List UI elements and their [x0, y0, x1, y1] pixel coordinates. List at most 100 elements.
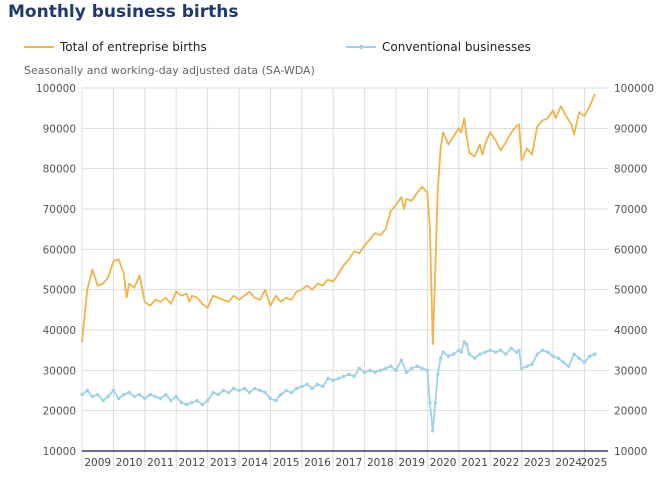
- x-tick-label: 2013: [210, 457, 237, 469]
- data-point-conventional: [457, 348, 461, 352]
- data-point-conventional: [169, 398, 173, 403]
- data-point-conventional: [294, 386, 299, 391]
- data-point-conventional: [106, 394, 110, 399]
- data-point-conventional: [221, 388, 226, 393]
- data-point-conventional: [174, 394, 178, 399]
- data-point-conventional: [258, 388, 262, 393]
- data-point-conventional: [352, 374, 356, 379]
- data-point-conventional: [436, 372, 440, 377]
- legend-item-total[interactable]: Total of entreprise births: [24, 40, 207, 54]
- legend-item-conventional[interactable]: Conventional businesses: [346, 40, 531, 54]
- series-line-conventional: [81, 341, 596, 432]
- data-point-conventional: [263, 390, 267, 395]
- data-point-conventional: [493, 350, 498, 354]
- data-point-conventional: [127, 390, 131, 395]
- data-point-conventional: [117, 396, 121, 401]
- series-line-total: [81, 93, 596, 345]
- data-point-conventional: [399, 358, 404, 362]
- data-point-conventional: [577, 356, 581, 360]
- y-tick-label-left: 100000: [36, 83, 76, 95]
- data-point-conventional: [143, 396, 147, 401]
- data-point-conventional: [148, 392, 152, 397]
- data-point-conventional: [321, 384, 325, 389]
- data-point-conventional: [546, 350, 550, 354]
- x-tick-label: 2023: [524, 457, 551, 469]
- x-tick-label: 2024: [555, 457, 582, 469]
- y-tick-label-left: 20000: [43, 406, 76, 418]
- y-tick-label-left: 30000: [43, 365, 76, 377]
- data-point-conventional: [415, 364, 419, 368]
- data-point-conventional: [472, 356, 477, 360]
- data-point-conventional: [341, 374, 346, 379]
- x-tick-label: 2021: [461, 457, 488, 469]
- x-tick-label: 2016: [304, 457, 331, 469]
- data-point-conventional: [530, 362, 534, 366]
- data-point-conventional: [122, 392, 126, 397]
- data-point-conventional: [200, 402, 204, 407]
- data-point-conventional: [464, 342, 469, 346]
- x-tick-label: 2012: [179, 457, 206, 469]
- data-point-conventional: [551, 354, 555, 358]
- data-point-conventional: [420, 366, 424, 371]
- data-point-conventional: [284, 388, 288, 393]
- x-tick-label: 2020: [430, 457, 457, 469]
- y-tick-label-left: 90000: [43, 123, 76, 135]
- data-point-conventional: [467, 352, 471, 356]
- gridlines: [81, 87, 608, 469]
- data-point-conventional: [514, 350, 519, 354]
- y-tick-label-right: 100000: [614, 83, 654, 95]
- data-point-conventional: [153, 394, 157, 399]
- data-point-conventional: [462, 340, 466, 344]
- y-tick-label-left: 10000: [43, 446, 76, 458]
- data-point-conventional: [137, 392, 142, 397]
- data-point-conventional: [268, 396, 273, 401]
- data-point-conventional: [310, 386, 314, 391]
- data-point-conventional: [80, 392, 84, 397]
- data-point-conventional: [111, 388, 116, 393]
- x-tick-label: 2022: [493, 457, 520, 469]
- data-point-conventional: [305, 382, 309, 387]
- data-point-conventional: [96, 392, 100, 397]
- data-point-conventional: [459, 350, 464, 354]
- y-tick-label-right: 10000: [614, 446, 647, 458]
- data-point-conventional: [488, 348, 492, 352]
- data-point-conventional: [211, 390, 215, 395]
- legend-label-total: Total of entreprise births: [60, 40, 207, 54]
- data-point-conventional: [428, 400, 432, 405]
- y-tick-label-right: 80000: [614, 164, 647, 176]
- data-point-conventional: [431, 429, 435, 433]
- data-point-conventional: [190, 400, 194, 405]
- data-point-conventional: [373, 370, 377, 375]
- chart-subtitle: Seasonally and working-day adjusted data…: [24, 64, 315, 77]
- data-point-conventional: [85, 388, 90, 393]
- y-tick-label-right: 70000: [614, 204, 647, 216]
- x-tick-label: 2015: [273, 457, 300, 469]
- data-point-conventional: [158, 396, 163, 401]
- data-point-conventional: [179, 400, 184, 405]
- data-point-conventional: [362, 370, 367, 375]
- data-point-conventional: [383, 366, 388, 371]
- y-tick-label-left: 40000: [43, 325, 76, 337]
- data-point-conventional: [593, 352, 597, 356]
- data-point-conventional: [446, 354, 451, 358]
- x-tick-label: 2019: [398, 457, 425, 469]
- x-tick-label: 2009: [84, 457, 111, 469]
- y-tick-label-left: 50000: [43, 285, 76, 297]
- data-point-conventional: [195, 398, 199, 403]
- y-tick-label-right: 60000: [614, 244, 647, 256]
- data-point-conventional: [394, 368, 398, 373]
- y-axis-left: 10000 20000 30000 40000 50000 60000 70000 80000…: [36, 83, 76, 458]
- y-axis-right: 10000 20000 30000 40000 50000 60000 70000 80000…: [614, 83, 654, 458]
- chart-title: Monthly business births: [8, 2, 239, 22]
- data-point-conventional: [540, 348, 545, 352]
- data-point-conventional: [517, 348, 521, 352]
- data-point-conventional: [378, 368, 383, 373]
- data-point-conventional: [368, 368, 372, 373]
- data-point-conventional: [231, 386, 236, 391]
- x-axis: 2009 2010 2011 2012 2013 2014 2015 2016 2017 2018…: [82, 450, 608, 469]
- x-tick-label: 2014: [241, 457, 268, 469]
- data-point-conventional: [247, 390, 252, 395]
- data-point-conventional: [525, 364, 529, 368]
- data-point-conventional: [216, 392, 220, 397]
- data-point-conventional: [226, 390, 231, 395]
